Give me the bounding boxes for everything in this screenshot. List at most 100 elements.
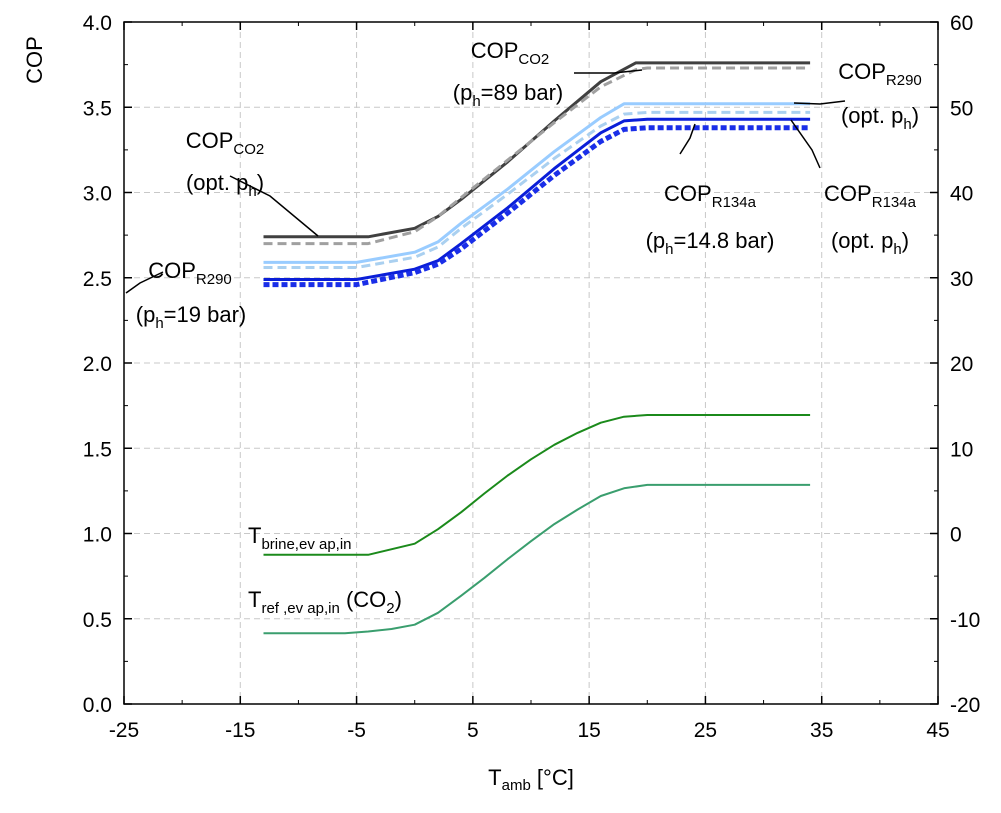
series-line-7 [263,414,811,556]
annotation-cop-r134a-148: COPR134a [664,181,757,211]
annotation-text-part: ) [257,170,264,195]
y2-tick-label: 10 [950,438,973,461]
annotation-cop-r290-19-line2: (ph=19 bar) [136,302,246,332]
annotation-cop-r134a-opt: COPR134a [824,181,917,211]
annotation-cop-r290-opt: COPR290 [838,59,922,89]
annotation-text-part: =14.8 bar) [674,228,775,253]
x-axis-label-part: amb [502,777,531,794]
annotation-cop-r134a-opt-line2: (opt. ph) [831,228,909,258]
annotation-cop-r290-opt-line2: (opt. ph) [841,103,919,133]
annotation-leader-line [574,69,643,74]
annotation-cop-co2-89: COPCO2 [471,38,550,68]
y-tick-label: 1.5 [83,438,112,461]
annotation-text-part: (p [136,302,156,327]
annotation-text-part: COP [186,128,234,153]
series-group [263,61,811,635]
annotation-cop-r134a-148-line2: (ph=14.8 bar) [646,228,775,258]
annotation-cop-r290-19: COPR290 [148,258,232,288]
x-tick-label: 25 [694,719,717,742]
annotation-text-part: ) [902,228,909,253]
y2-tick-label: -20 [950,694,980,717]
x-tick-label: -15 [225,719,255,742]
annotation-text-part: T [248,587,261,612]
annotation-text-part: COP [471,38,519,63]
annotation-text-part: (CO [340,587,386,612]
annotation-text-part: =19 bar) [164,302,247,327]
annotation-text-part: (opt. p [831,228,893,253]
y2-tick-label: -10 [950,609,980,632]
x-tick-label: 5 [467,719,479,742]
annotation-text-part: h [665,241,673,258]
x-tick-label: -5 [347,719,366,742]
y2-tick-label: 30 [950,268,973,291]
annotation-text-part: (p [453,80,473,105]
annotation-text-part: =89 bar) [481,80,564,105]
annotation-text-part: CO2 [518,51,549,68]
series-line-2 [263,66,811,246]
annotation-text-part: R290 [196,271,232,288]
annotation-text-part: ) [395,587,402,612]
annotation-text-part: COP [148,258,196,283]
annotation-text-part: COP [664,181,712,206]
annotation-leader-line [790,119,821,169]
tick-labels: -25 -15 -5 5 15 25 35 45 0.0 0.5 1.0 1.5 2.0 2.5 3.0 3.… [83,12,981,742]
y2-tick-label: 40 [950,183,973,206]
annotation-text-part: R134a [872,194,917,211]
x-axis-label: Tamb [°C] [488,765,574,794]
y-tick-label: 3.5 [83,97,112,120]
x-axis-label-part: [°C] [531,765,574,790]
y-tick-label: 0.0 [83,694,112,717]
series-line-6 [263,125,811,288]
x-tick-label: 35 [810,719,833,742]
annotation-text-part: R290 [886,72,922,89]
annotation-leader-line [125,271,164,294]
annotation-leader-line [229,175,319,237]
y-tick-label: 0.5 [83,609,112,632]
annotation-t-brine: Tbrine,ev ap,in [248,523,352,553]
annotation-text-part: (p [646,228,666,253]
annotation-leader-line [679,123,696,155]
annotation-text-part: h [155,315,163,332]
y-tick-label: 1.0 [83,524,112,547]
annotation-text-part: h [903,116,911,133]
y-tick-label: 2.5 [83,268,112,291]
annotation-text-part: COP [838,59,886,84]
y-tick-label: 4.0 [83,12,112,35]
annotation-text-part: COP [824,181,872,206]
annotation-text-part: h [248,183,256,200]
annotation-text-part: h [893,241,901,258]
annotation-text-part: R134a [712,194,757,211]
y-axis-label: COP [22,36,47,84]
y2-tick-label: 0 [950,524,962,547]
annotation-text-part: CO2 [233,141,264,158]
annotation-text-part: 2 [386,600,394,617]
annotation-text-part: (opt. p [186,170,248,195]
series-line-5 [263,117,811,281]
annotation-text-part: (opt. p [841,103,903,128]
annotation-cop-co2-opt: COPCO2 [186,128,265,158]
annotation-t-ref: Tref ,ev ap,in (CO2) [248,587,402,617]
annotation-text-part: ref ,ev ap,in [261,600,339,617]
y2-tick-label: 50 [950,97,973,120]
axis-ticks [123,21,939,705]
series-line-3 [263,102,811,264]
y2-tick-label: 20 [950,353,973,376]
y-tick-label: 3.0 [83,183,112,206]
x-tick-label: 15 [577,719,600,742]
annotations: COPCO2(ph=89 bar)COPR290(opt. ph)COPCO2(… [136,38,922,617]
series-line-4 [263,110,811,269]
annotation-text-part: h [472,93,480,110]
y2-tick-label: 60 [950,12,973,35]
x-tick-label: -25 [109,719,139,742]
annotation-leader-line [793,100,846,105]
annotation-cop-co2-89-line2: (ph=89 bar) [453,80,563,110]
x-axis-label-part: T [488,765,501,790]
annotation-text-part: brine,ev ap,in [261,536,351,553]
annotation-cop-co2-opt-line2: (opt. ph) [186,170,264,200]
x-tick-label: 45 [926,719,949,742]
annotation-text-part: T [248,523,261,548]
series-line-8 [263,483,811,635]
annotation-leaders [125,69,846,294]
